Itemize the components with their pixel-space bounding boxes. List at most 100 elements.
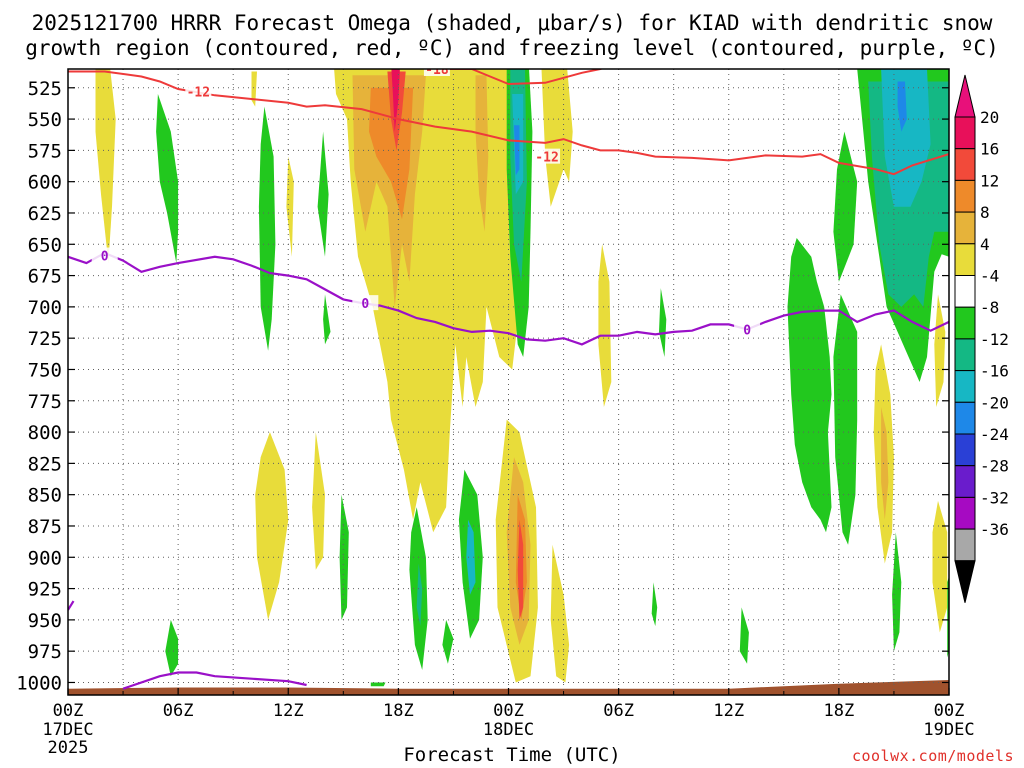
contour-label-text: 0 (101, 250, 109, 265)
colorbar-swatch (954, 306, 976, 340)
contour-label-bg (91, 247, 118, 263)
omega-shade-region (550, 544, 570, 683)
omega-shade-region (881, 69, 931, 207)
omega-shade-region (251, 71, 257, 107)
grid-layer (68, 69, 949, 695)
omega-shade-region (370, 682, 386, 687)
y-tick-label: 925 (28, 579, 62, 601)
colorbar-swatch (954, 528, 976, 562)
colorbar-swatch (954, 370, 976, 403)
omega-shade-region (651, 582, 658, 627)
contour-label-text: 0 (361, 297, 369, 312)
chart-title-line-2: growth region (contoured, red, ºC) and f… (25, 36, 999, 60)
omega-shade-region (833, 294, 858, 545)
colorbar-swatch (954, 148, 976, 181)
omega-shade-region (286, 156, 294, 257)
y-tick-label: 950 (28, 610, 62, 632)
colorbar-tick-label: -24 (980, 425, 1009, 444)
colorbar-tick-label: -12 (980, 330, 1009, 349)
freezing-level-surface-contour (122, 671, 307, 690)
y-tick-label: 975 (28, 641, 62, 663)
y-tick-label: 675 (28, 266, 62, 288)
omega-shade-region (391, 69, 400, 132)
contour-label-text: 0 (743, 323, 751, 338)
omega-shade-region (312, 432, 325, 570)
colorbar-swatch (954, 116, 976, 150)
omega-shade-region (317, 131, 329, 257)
omega-shade-region (466, 519, 476, 595)
credit-text: coolwx.com/models (851, 747, 1014, 765)
y-tick-label: 625 (28, 203, 62, 225)
y-tick-label: 550 (28, 109, 62, 131)
contour-label-text: -12 (187, 86, 210, 101)
contour-layer: -12 -12 -18 0 0 0 (68, 63, 949, 690)
colorbar-tick-label: -8 (980, 298, 999, 317)
colorbar-swatch (954, 243, 976, 277)
y-tick-label: 875 (28, 516, 62, 538)
colorbar-swatch (954, 338, 976, 372)
contour-label-freezing-1: 0 (91, 247, 118, 265)
x-tick-label: 12Z (713, 701, 744, 721)
colorbar-tick-label: -4 (980, 267, 999, 286)
contour-label-bg (423, 69, 450, 76)
y-tick-label: 650 (28, 234, 62, 256)
contour-label-dgz-warm-1: -12 (185, 83, 212, 101)
omega-shade-region (323, 294, 331, 345)
contour-label-dgz-cold: -18 (423, 63, 450, 78)
omega-shade-region (934, 294, 946, 407)
y-tick-label: 750 (28, 359, 62, 381)
colorbar-tick-label: -36 (980, 520, 1009, 539)
contour-label-text: -18 (425, 63, 449, 78)
y-tick-label: 700 (28, 297, 62, 319)
freezing-level-edge (68, 600, 75, 611)
chart-title-line-1: 2025121700 HRRR Forecast Omega (shaded, … (31, 11, 993, 35)
omega-shade-region (514, 125, 520, 176)
omega-shade-region (95, 69, 116, 264)
colorbar-tick-label: 4 (980, 235, 990, 254)
x-tick-date-label: 19DEC (923, 720, 974, 740)
colorbar-swatch (954, 211, 976, 245)
contour-label-freezing-2: 0 (352, 295, 379, 312)
dgz-minus18-contour (420, 69, 604, 86)
omega-shade-region (833, 131, 858, 282)
omega-shade-region (881, 407, 889, 520)
omega-shade-region (339, 494, 349, 620)
colorbar-tick-label: 12 (980, 171, 999, 190)
y-tick-label: 725 (28, 328, 62, 350)
colorbar-swatch (954, 179, 976, 213)
colorbar-tick-label: -20 (980, 393, 1009, 412)
omega-shade-region (787, 238, 832, 533)
colorbar-tick-label: -28 (980, 457, 1009, 476)
colorbar-tick-label: -32 (980, 488, 1009, 507)
colorbar-swatch (954, 496, 976, 530)
x-tick-label: 06Z (163, 701, 194, 721)
omega-shade-region (258, 106, 276, 351)
x-tick-label: 18Z (383, 701, 414, 721)
x-tick-year-label: 2025 (48, 738, 89, 758)
freezing-level-contour (68, 251, 949, 346)
omega-shade-region (442, 619, 454, 664)
dgz-minus12-contour (68, 70, 949, 176)
contour-label-bg (352, 295, 379, 311)
contour-label-dgz-warm-2: -12 (534, 148, 561, 166)
y-tick-label: 1000 (16, 672, 62, 694)
y-tick-label: 600 (28, 172, 62, 194)
y-tick-label: 900 (28, 547, 62, 569)
contour-label-bg (185, 83, 212, 99)
x-tick-date-label: 18DEC (483, 720, 534, 740)
omega-shade-region (416, 563, 423, 627)
omega-shade-region (598, 244, 612, 407)
y-tick-label: 800 (28, 422, 62, 444)
colorbar-swatch (954, 401, 976, 435)
colorbar-swatch (954, 433, 976, 467)
colorbar-tick-label: 16 (980, 140, 999, 159)
omega-shade-region (255, 432, 289, 620)
omega-shade-region (932, 500, 948, 633)
contour-label-text: -12 (535, 151, 558, 166)
x-tick-label: 12Z (273, 701, 304, 721)
y-tick-label: 575 (28, 140, 62, 162)
x-tick-date-label: 17DEC (42, 720, 93, 740)
omega-shade-region (659, 288, 667, 357)
omega-shade-region (897, 81, 907, 132)
